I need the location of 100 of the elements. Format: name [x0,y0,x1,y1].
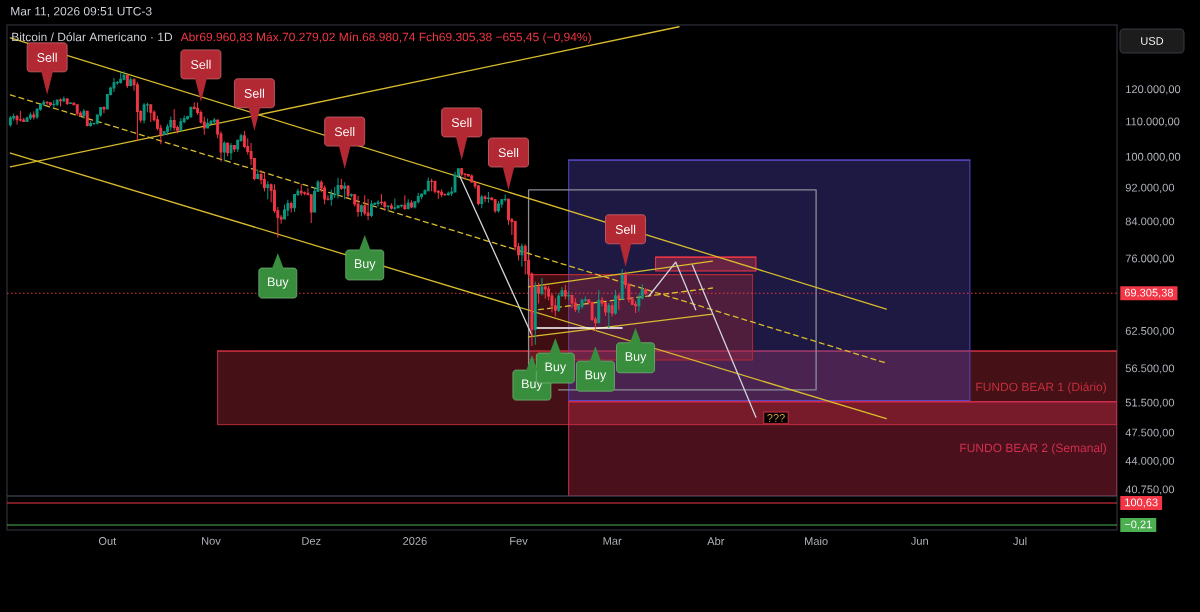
candlestick [483,194,487,203]
x-tick-label: Fev [510,537,528,545]
candlestick [329,189,333,207]
candlestick [222,140,226,163]
candlestick [610,302,614,317]
candlestick [376,199,380,207]
text: Mar 11, 2026 09:51 UTC-3 [11,6,152,17]
candlestick [573,297,577,313]
x-tick-label: Dez [302,537,321,545]
text: Abr69.960,83 Máx.70.279,02 Mín.68.980,74 Fch69.305,38 −655,45 (−0,94%) [180,32,591,44]
candlestick [18,110,22,122]
candlestick [500,198,504,209]
candlestick [169,115,173,132]
candlestick [149,103,153,123]
candlestick [229,142,233,161]
y-tick-label: 92.000,00 [1125,183,1175,193]
candlestick [523,243,527,276]
candlestick [82,108,86,119]
candlestick [85,110,89,128]
ref-line-label: 69.305,38 [1124,288,1174,298]
candlestick [59,97,62,108]
candlestick [35,107,39,120]
y-tick-label: 76.000,00 [1125,254,1175,264]
candlestick [28,111,32,121]
candlestick [369,200,373,218]
ref-line-label: 100,63 [1125,498,1158,508]
text: Buy [354,259,376,271]
text: Sell [244,88,265,98]
candlestick [480,194,484,209]
candlestick [366,198,370,221]
candlestick [112,77,116,93]
candlestick [540,277,544,296]
candlestick [189,106,193,119]
candlestick [343,181,347,200]
y-tick-label: 51.500,00 [1125,398,1175,408]
x-tick-label: 2026 [403,537,427,545]
candlestick [543,283,547,300]
candlestick [346,184,350,199]
candlestick [487,191,490,204]
series-label: Buy [545,362,567,374]
candlestick [426,177,430,192]
candlestick [192,101,196,111]
candlestick [256,168,260,180]
y-axis-title: USD [1141,37,1164,45]
candlestick [604,301,607,317]
candlestick [209,119,213,125]
y-tick-label: 62.500,00 [1125,327,1175,337]
candlestick [359,203,363,217]
candlestick [49,101,52,107]
x-tick-label: Jun [910,537,928,545]
x-tick-label: Out [98,537,117,545]
candlestick [537,282,541,305]
candlestick [597,289,601,324]
candlestick [55,99,59,107]
candlestick [533,281,537,346]
candlestick [232,144,236,153]
candlestick [283,204,286,220]
candlestick [393,198,397,211]
series-label: Sell [451,117,472,128]
text: Sell [334,126,355,137]
text: Sell [615,224,636,234]
point [358,234,371,251]
candlestick [266,180,270,200]
candlestick [226,141,230,157]
candlestick [403,194,407,211]
point [549,338,562,355]
y-tick-label: 44.000,00 [1125,457,1175,467]
text: Sell [498,147,519,158]
candlestick [620,268,624,301]
candlestick [263,172,266,193]
candlestick [32,111,36,120]
candlestick [75,103,79,117]
candlestick [390,203,393,210]
candlestick [349,193,353,198]
candlestick [440,188,444,198]
candlestick [476,184,480,206]
candlestick [460,167,464,177]
candlestick [497,200,500,213]
candlestick [142,102,146,124]
candlestick [430,178,434,192]
candlestick [15,114,19,125]
candlestick [25,116,29,123]
candlestick [286,199,290,217]
candlestick [580,298,584,310]
text: Buy [585,370,607,382]
x-tick-label: Abr [707,536,725,546]
candlestick [125,73,129,89]
point [525,355,538,372]
candlestick [553,297,557,317]
candlestick [299,183,303,197]
text: Sell [37,52,57,62]
candlestick [336,177,340,200]
candlestick [614,289,617,316]
candlestick [89,120,93,128]
y-tick-label: 100.000,00 [1126,152,1181,162]
candlestick [289,200,293,213]
candlestick [206,117,210,130]
candlestick [406,198,410,210]
candlestick [339,178,343,191]
candlestick [520,242,524,268]
